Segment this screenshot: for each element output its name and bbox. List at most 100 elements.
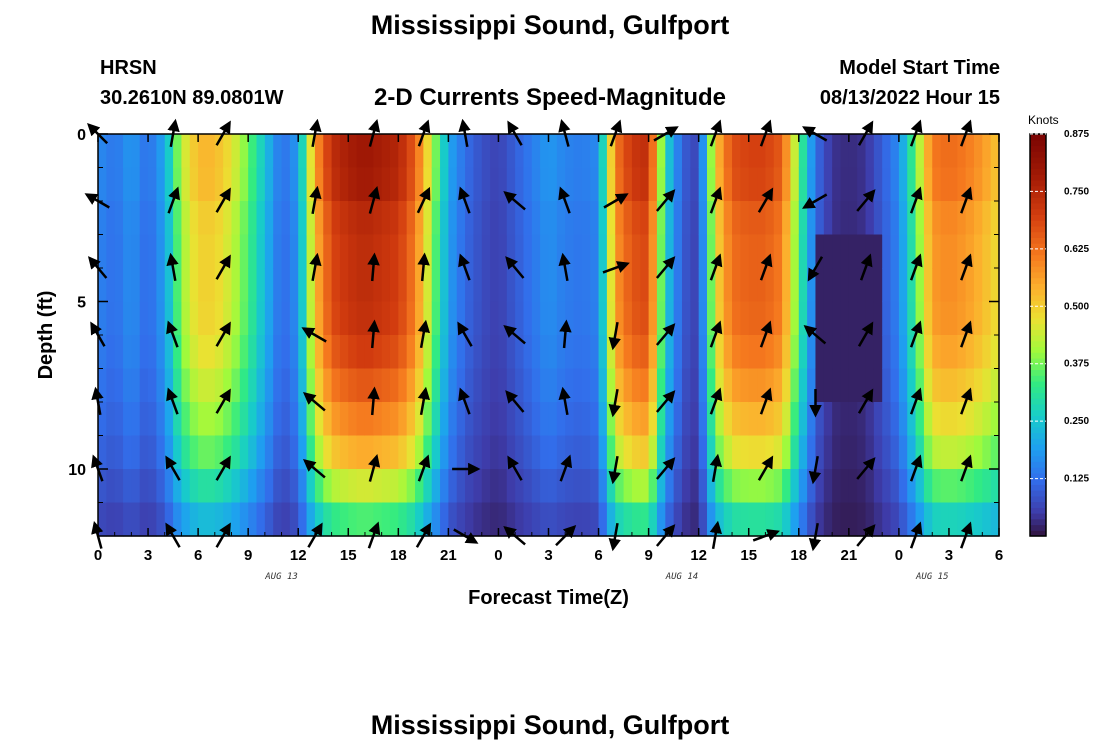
heatmap-cell — [206, 301, 216, 336]
heatmap-cell — [465, 301, 475, 336]
heatmap-cell — [498, 268, 508, 303]
heatmap-cell — [698, 368, 708, 403]
heatmap-cell — [440, 469, 449, 504]
heatmap-cell — [523, 234, 533, 269]
heatmap-cell — [481, 234, 491, 269]
heatmap-cell — [898, 134, 908, 169]
current-arrow — [503, 324, 526, 345]
heatmap-cell — [331, 435, 341, 470]
heatmap-cell — [481, 201, 491, 236]
heatmap-cell — [381, 502, 391, 537]
current-arrow — [458, 186, 471, 214]
colorbar-swatch — [1030, 289, 1046, 296]
heatmap-cell — [823, 335, 833, 370]
heatmap-cell — [965, 234, 975, 269]
heatmap-cell — [548, 402, 558, 437]
heatmap-cell — [606, 234, 616, 269]
heatmap-cell — [198, 167, 208, 202]
heatmap-cell — [131, 502, 141, 537]
current-arrow — [709, 186, 723, 214]
heatmap-cell — [982, 402, 992, 437]
heatmap-cell — [740, 268, 750, 303]
heatmap-cell — [164, 368, 174, 403]
heatmap-cell — [473, 167, 483, 202]
heatmap-cell — [440, 167, 449, 202]
heatmap-cell — [581, 335, 591, 370]
heatmap-cell — [815, 502, 825, 537]
heatmap-cell — [523, 301, 533, 336]
heatmap-cell — [206, 234, 216, 269]
heatmap-cell — [123, 402, 132, 437]
heatmap-cell — [907, 335, 917, 370]
heatmap-cell — [515, 134, 525, 169]
heatmap-cell — [798, 167, 808, 202]
heatmap-cell — [323, 134, 333, 169]
heatmap-cell — [707, 469, 716, 504]
heatmap-cell — [565, 234, 575, 269]
heatmap-cell — [306, 134, 316, 169]
colorbar: 0.125 0.250 0.375 0.500 0.625 0.750 0.875 Knots — [1028, 113, 1089, 537]
heatmap-cell — [631, 335, 641, 370]
heatmap-cell — [256, 201, 266, 236]
heatmap-cell — [473, 301, 483, 336]
heatmap-cell — [665, 402, 675, 437]
current-arrow — [608, 321, 621, 351]
heatmap-cell — [740, 335, 750, 370]
heatmap-cell — [623, 335, 633, 370]
heatmap-cell — [306, 201, 316, 236]
heatmap-cell — [865, 502, 875, 537]
heatmap-cell — [506, 134, 516, 169]
heatmap-cell — [490, 234, 500, 269]
current-arrow — [603, 193, 629, 209]
heatmap-cell — [490, 201, 500, 236]
heatmap-cell — [481, 301, 491, 336]
heatmap-cell — [973, 268, 983, 303]
heatmap-cell — [515, 301, 525, 336]
heatmap-cell — [298, 301, 308, 336]
heatmap-cell — [531, 368, 541, 403]
y-tick-label: 10 — [68, 462, 86, 479]
heatmap-cell — [373, 402, 383, 437]
heatmap-cell — [890, 268, 900, 303]
current-arrow — [655, 189, 676, 212]
heatmap-cell — [873, 435, 883, 470]
heatmap-cell — [932, 268, 942, 303]
current-arrow — [655, 256, 676, 279]
heatmap-cell — [606, 268, 616, 303]
heatmap-cell — [848, 469, 858, 504]
heatmap-cell — [656, 234, 666, 269]
heatmap-cell — [239, 234, 249, 269]
colorbar-swatch — [1030, 398, 1046, 405]
heatmap-cell — [815, 134, 825, 169]
heatmap-cell — [98, 469, 107, 504]
heatmap-cell — [239, 268, 249, 303]
heatmap-cell — [681, 502, 691, 537]
heatmap-cell — [556, 234, 566, 269]
heatmap-cell — [381, 234, 391, 269]
heatmap-cell — [498, 335, 508, 370]
heatmap-cell — [932, 234, 942, 269]
heatmap-cell — [865, 201, 875, 236]
heatmap-cell — [581, 134, 591, 169]
heatmap-cell — [373, 234, 383, 269]
heatmap-cell — [815, 435, 825, 470]
heatmap-cell — [465, 201, 475, 236]
heatmap-cell — [123, 335, 132, 370]
colorbar-swatch — [1030, 513, 1046, 520]
heatmap-cell — [456, 435, 466, 470]
heatmap-cell — [348, 201, 358, 236]
heatmap-cell — [623, 435, 633, 470]
heatmap-cell — [823, 368, 833, 403]
heatmap-cell — [348, 502, 358, 537]
heatmap-cell — [231, 469, 241, 504]
heatmap-cell — [656, 201, 666, 236]
heatmap-cell — [782, 201, 792, 236]
heatmap-cell — [223, 435, 233, 470]
x-axis-label: Forecast Time(Z) — [468, 587, 629, 609]
heatmap-cell — [331, 268, 341, 303]
heatmap-cell — [356, 435, 366, 470]
heatmap-cell — [356, 335, 366, 370]
heatmap-cell — [957, 167, 967, 202]
heatmap-cell — [565, 402, 575, 437]
heatmap-cell — [156, 201, 166, 236]
